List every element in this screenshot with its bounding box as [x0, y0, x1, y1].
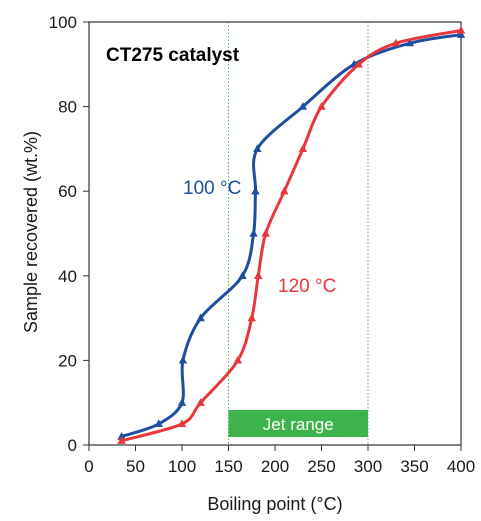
- data-point-100-c: [405, 38, 415, 47]
- x-tick-label: 250: [307, 457, 335, 476]
- series-line-100-c: [120, 33, 463, 439]
- jet-range-band: [228, 410, 368, 437]
- x-tick-label: 100: [168, 457, 196, 476]
- y-tick-label: 80: [58, 98, 77, 117]
- data-point-120-c: [254, 271, 263, 279]
- data-point-100-c: [178, 355, 188, 364]
- data-point-100-c: [154, 419, 163, 427]
- plot-area: Jet range 0 50 100 150 200 250 300 350 400 0 20 40 60…: [49, 13, 476, 476]
- data-point-120-c: [247, 313, 256, 322]
- data-point-120-c: [261, 228, 270, 237]
- x-tick-label: 200: [261, 457, 289, 476]
- data-point-100-c: [456, 30, 466, 38]
- x-tick-label: 350: [400, 457, 428, 476]
- data-point-120-c: [317, 102, 326, 110]
- data-point-100-c: [238, 271, 247, 279]
- data-point-120-c: [280, 186, 289, 195]
- x-tick-label: 300: [354, 457, 382, 476]
- data-point-120-c: [456, 25, 466, 34]
- y-tick-label: 40: [58, 267, 77, 286]
- data-point-100-c: [196, 313, 205, 322]
- data-point-120-c: [391, 38, 401, 47]
- data-point-100-c: [253, 144, 262, 153]
- data-point-100-c: [298, 102, 308, 110]
- data-point-120-c: [354, 59, 363, 68]
- data-point-120-c: [177, 419, 187, 427]
- plot-frame: [88, 21, 462, 446]
- series-label-120-c: 120 °C: [278, 276, 336, 297]
- data-point-120-c: [233, 355, 242, 364]
- chart-title: CT275 catalyst: [106, 45, 240, 66]
- y-tick-label: 100: [49, 13, 77, 32]
- y-tick-label: 20: [58, 351, 77, 370]
- data-point-100-c: [177, 398, 187, 406]
- data-point-120-c: [117, 436, 126, 444]
- x-axis-title: Boiling point (°C): [207, 494, 342, 514]
- x-tick-label: 400: [447, 457, 475, 476]
- y-tick-label: 0: [68, 436, 77, 455]
- series-label-100-c: 100 °C: [183, 178, 241, 199]
- data-point-100-c: [117, 431, 126, 440]
- data-point-100-c: [251, 186, 260, 195]
- x-tick-label: 0: [84, 457, 93, 476]
- x-tick-label: 50: [126, 457, 145, 476]
- jet-range-label: Jet range: [263, 415, 334, 434]
- y-axis-title: Sample recovered (wt.%): [21, 131, 41, 333]
- y-tick-label: 60: [58, 182, 77, 201]
- x-tick-label: 150: [214, 457, 242, 476]
- data-point-120-c: [196, 398, 205, 406]
- series-line-120-c: [120, 29, 463, 443]
- data-point-100-c: [249, 228, 258, 237]
- data-point-120-c: [298, 144, 308, 153]
